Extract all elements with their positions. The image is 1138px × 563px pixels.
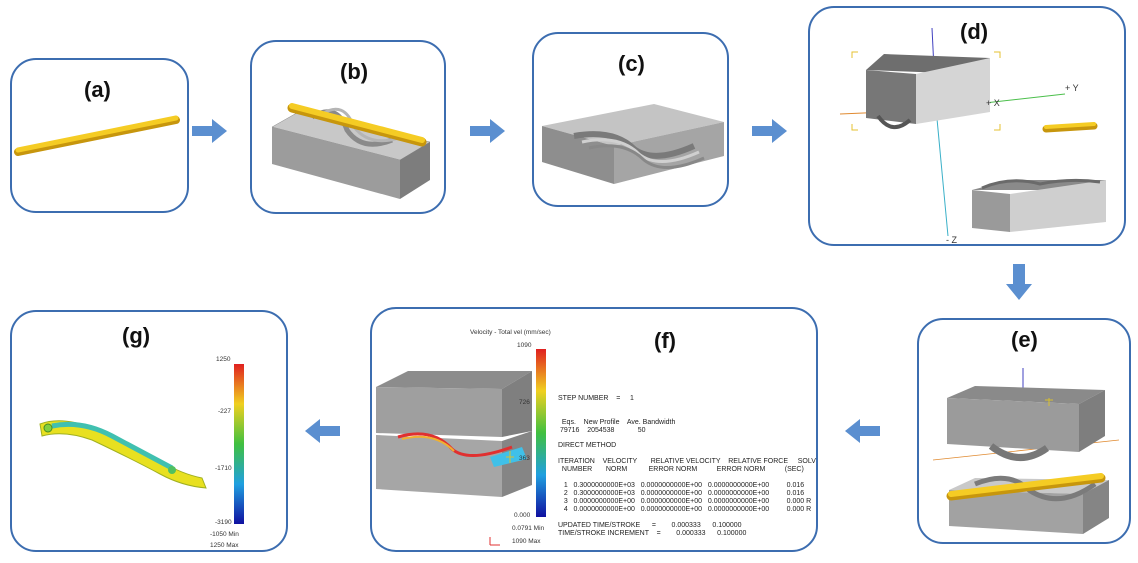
panel-g: (g) 1250 -227 -1710 -3190 -1050 Min 1250… — [10, 310, 288, 552]
panel-b-label: (b) — [340, 59, 369, 84]
panel-d-label: (d) — [960, 19, 989, 44]
colorbar-max: 1250 Max — [210, 542, 239, 549]
solver-eqs-values: 79716 2054538 50 — [558, 427, 646, 434]
colorbar-min: -1050 Min — [210, 531, 239, 538]
panel-c-label: (c) — [618, 51, 645, 76]
die-cavity-graphic — [542, 104, 724, 184]
colorbar-tick: 1090 — [517, 342, 532, 349]
colorbar-max: 1090 Max — [512, 538, 541, 545]
arrow-left-icon — [845, 419, 880, 443]
arrow-right-icon — [192, 119, 227, 143]
panel-f: (f) Velocity - Total vel (mm/sec) 1090 7… — [370, 307, 818, 552]
panel-e-label: (e) — [1011, 327, 1038, 352]
colorbar-tick: 1250 — [216, 356, 231, 363]
panel-f-label: (f) — [654, 328, 676, 353]
arrow-left-icon — [305, 419, 340, 443]
panel-d: (d) + Y + X - Z — [808, 6, 1126, 246]
bar-stock-graphic — [14, 115, 180, 156]
axis-y-label: + Y — [1065, 83, 1079, 93]
panel-a: (a) — [10, 58, 189, 213]
colorbar-title: Velocity - Total vel (mm/sec) — [470, 329, 551, 336]
colorbar-tick: -3190 — [215, 519, 232, 526]
arrow-down-icon — [1006, 264, 1032, 300]
colorbar-tick: 0.000 — [514, 512, 531, 519]
axis-z-label: - Z — [946, 235, 957, 245]
velocity-simulation-graphic — [376, 349, 546, 546]
solver-row: 4 0.0000000000E+00 0.0000000000E+00 0.00… — [558, 506, 812, 513]
solver-row: 2 0.3000000000E+03 0.0000000000E+00 0.00… — [558, 490, 805, 497]
colorbar-tick: -227 — [218, 408, 232, 415]
colorbar-tick: 363 — [519, 455, 530, 462]
colorbar-min: 0.0791 Min — [512, 525, 545, 532]
die-with-bar-graphic — [271, 103, 431, 199]
axis-x-label: + X — [986, 98, 1000, 108]
panel-g-label: (g) — [122, 323, 151, 348]
panel-e: (e) — [917, 318, 1131, 544]
solver-row: 1 0.3000000000E+03 0.0000000000E+00 0.00… — [558, 482, 805, 489]
solver-updated: UPDATED TIME/STROKE = 0.000333 0.100000 — [558, 522, 742, 529]
die-setup-graphic — [932, 368, 1120, 534]
panel-c: (c) — [532, 32, 729, 207]
solver-iter-header: ITERATION VELOCITY RELATIVE VELOCITY REL… — [558, 458, 818, 465]
solver-row: 3 0.0000000000E+00 0.0000000000E+00 0.00… — [558, 498, 812, 505]
solver-eqs-header: Eqs. New Profile Ave. Bandwidth — [558, 419, 676, 426]
assembly-graphic — [839, 27, 1106, 237]
arrow-right-icon — [752, 119, 787, 143]
panel-a-label: (a) — [84, 77, 111, 102]
panel-b: (b) — [250, 40, 446, 214]
solver-iter-header: NUMBER NORM ERROR NORM ERROR NORM (SEC) — [558, 466, 804, 473]
colorbar-tick: -1710 — [215, 465, 232, 472]
solver-method: DIRECT METHOD — [558, 442, 617, 449]
solver-step: STEP NUMBER = 1 — [558, 395, 634, 402]
solver-increment: TIME/STROKE INCREMENT = 0.000333 0.10000… — [558, 530, 747, 537]
colorbar-tick: 726 — [519, 399, 530, 406]
arrow-right-icon — [470, 119, 505, 143]
stress-result-graphic — [39, 364, 244, 524]
